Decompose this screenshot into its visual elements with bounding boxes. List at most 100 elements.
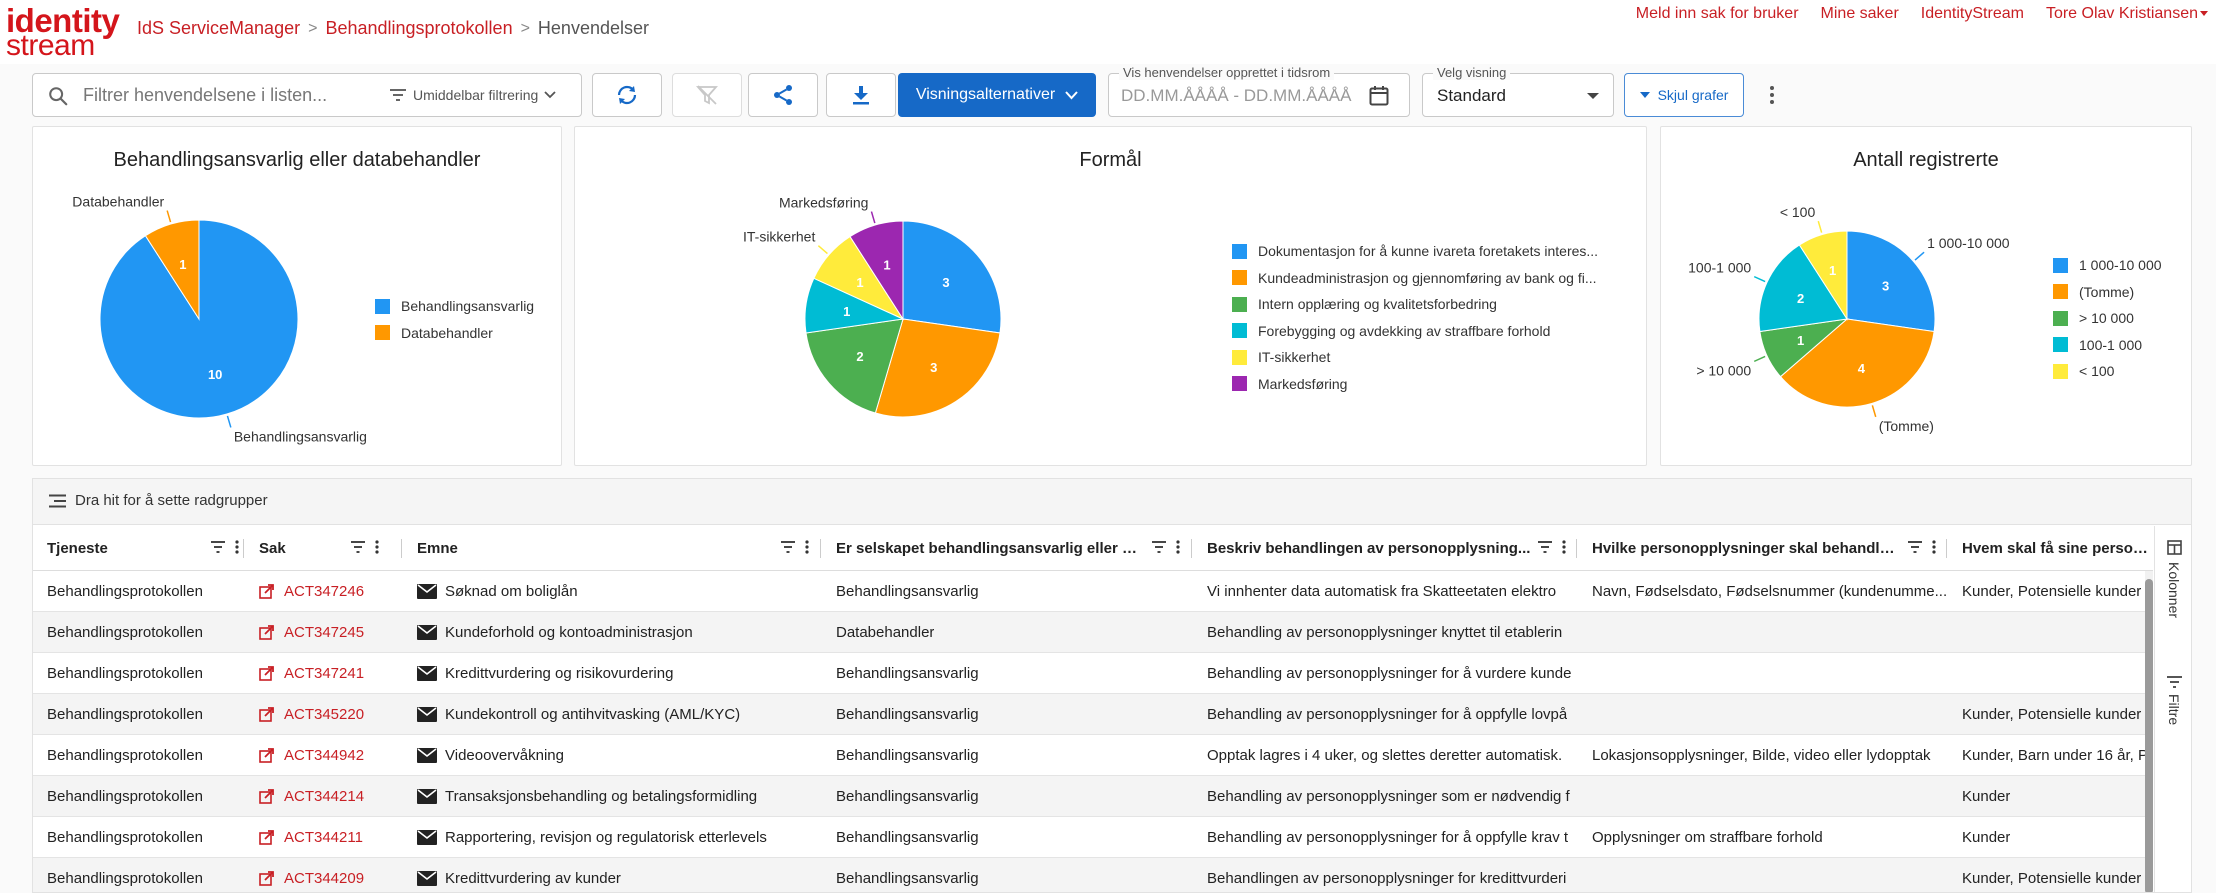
legend-item[interactable]: 100-1 000 — [2053, 332, 2162, 359]
pie-slice-1[interactable] — [874, 318, 1001, 418]
column-menu-icon[interactable] — [375, 540, 379, 554]
column-resize-handle[interactable] — [820, 539, 821, 558]
legend-label: Dokumentasjon for å kunne ivareta foreta… — [1258, 243, 1599, 260]
legend-item[interactable]: > 10 000 — [2053, 305, 2162, 332]
tab-filters[interactable]: Filtre — [2166, 694, 2182, 726]
pie-slice-5[interactable] — [849, 220, 904, 321]
column-resize-handle[interactable] — [243, 539, 244, 558]
column-header[interactable]: Emne — [403, 526, 822, 571]
column-menu-icon[interactable] — [235, 540, 239, 554]
download-button[interactable] — [826, 73, 896, 117]
column-header[interactable]: Er selskapet behandlingsansvarlig eller … — [822, 526, 1193, 571]
table-row[interactable]: Behandlingsprotokollen ACT344942 Videoover… — [33, 735, 2153, 776]
open-external-icon[interactable] — [259, 624, 274, 640]
pie-slice-3[interactable] — [1758, 244, 1848, 333]
table-row[interactable]: Behandlingsprotokollen ACT344209 Kredittvu… — [33, 858, 2153, 892]
table-row[interactable]: Behandlingsprotokollen ACT345220 Kundekont… — [33, 694, 2153, 735]
table-row[interactable]: Behandlingsprotokollen ACT344211 Rapporter… — [33, 817, 2153, 858]
cell-case-id[interactable]: ACT344209 — [245, 858, 403, 892]
legend-item[interactable]: Behandlingsansvarlig — [375, 293, 534, 320]
column-filter-icon[interactable] — [351, 541, 365, 553]
legend-item[interactable]: Markedsføring — [1232, 371, 1598, 398]
link-identitystream[interactable]: IdentityStream — [1920, 5, 2024, 22]
column-resize-handle[interactable] — [1576, 539, 1577, 558]
identitystream-logo[interactable]: identity stream — [6, 4, 120, 61]
open-external-icon[interactable] — [259, 706, 274, 722]
pie-slice-1[interactable] — [144, 219, 200, 321]
legend-item[interactable]: Intern opplæring og kvalitetsforbedring — [1232, 291, 1598, 318]
column-menu-icon[interactable] — [1932, 540, 1936, 554]
view-select[interactable]: Velg visning Standard — [1422, 65, 1614, 117]
pie-slice-4[interactable] — [1798, 230, 1848, 321]
column-resize-handle[interactable] — [1191, 539, 1192, 558]
tab-columns[interactable]: Kolonner — [2166, 562, 2182, 619]
column-menu-icon[interactable] — [805, 540, 809, 554]
cell-case-id[interactable]: ACT347241 — [245, 653, 403, 693]
column-filter-icon[interactable] — [1538, 541, 1552, 553]
cell-text: Behandling av personopplysninger for å v… — [1207, 664, 1572, 682]
link-my-cases[interactable]: Mine saker — [1820, 5, 1899, 22]
legend-item[interactable]: < 100 — [2053, 358, 2162, 385]
open-external-icon[interactable] — [259, 829, 274, 845]
breadcrumb-servicemanager[interactable]: IdS ServiceManager — [137, 18, 301, 38]
pie-slice-0[interactable] — [1846, 230, 1936, 333]
legend-item[interactable]: Kundeadministrasjon og gjennomføring av … — [1232, 265, 1598, 292]
open-external-icon[interactable] — [259, 583, 274, 599]
view-options-button[interactable]: Visningsalternativer — [898, 73, 1096, 117]
cell-service: Behandlingsprotokollen — [33, 776, 245, 816]
cell-role: Behandlingsansvarlig — [822, 858, 1193, 892]
column-filter-icon[interactable] — [211, 541, 225, 553]
pie-slice-0[interactable] — [902, 220, 1002, 334]
column-resize-handle[interactable] — [1946, 539, 1947, 558]
legend-item[interactable]: 1 000-10 000 — [2053, 252, 2162, 279]
breadcrumb-behandlingsprotokollen[interactable]: Behandlingsprotokollen — [325, 18, 513, 38]
column-header[interactable]: Hvilke personopplysninger skal behandles… — [1578, 526, 1948, 571]
column-header[interactable]: Hvem skal få sine personopp — [1948, 526, 2153, 571]
cell-case-id[interactable]: ACT344942 — [245, 735, 403, 775]
cell-case-id[interactable]: ACT345220 — [245, 694, 403, 734]
scrollbar-thumb[interactable] — [2145, 579, 2153, 892]
legend-item[interactable]: Dokumentasjon for å kunne ivareta foreta… — [1232, 238, 1598, 265]
column-filter-icon[interactable] — [781, 541, 795, 553]
user-menu[interactable]: Tore Olav Kristiansen — [2046, 5, 2208, 23]
legend-item[interactable]: Forebygging og avdekking av straffbare f… — [1232, 318, 1598, 345]
column-filter-icon[interactable] — [1152, 541, 1166, 553]
slice-outer-label: (Tomme) — [1879, 418, 1934, 434]
share-button[interactable] — [748, 73, 818, 117]
search-input[interactable]: Filtrer henvendelsene i listen... Umidde… — [32, 73, 582, 117]
column-menu-icon[interactable] — [1562, 540, 1566, 554]
open-external-icon[interactable] — [259, 870, 274, 886]
column-filter-icon[interactable] — [1908, 541, 1922, 553]
legend-item[interactable]: IT-sikkerhet — [1232, 344, 1598, 371]
cell-case-id[interactable]: ACT347246 — [245, 571, 403, 611]
row-group-icon — [49, 494, 66, 508]
cell-case-id[interactable]: ACT347245 — [245, 612, 403, 652]
legend-item[interactable]: (Tomme) — [2053, 279, 2162, 306]
pie-slice-1[interactable] — [1779, 318, 1935, 408]
column-menu-icon[interactable] — [1176, 540, 1180, 554]
column-header[interactable]: Sak — [245, 526, 403, 571]
table-row[interactable]: Behandlingsprotokollen ACT344214 Transaksj… — [33, 776, 2153, 817]
date-range-field[interactable]: Vis henvendelser opprettet i tidsrom DD.… — [1108, 65, 1410, 117]
refresh-button[interactable] — [592, 73, 662, 117]
table-row[interactable]: Behandlingsprotokollen ACT347246 Søknad om… — [33, 571, 2153, 612]
more-options-icon[interactable] — [1762, 82, 1782, 108]
filter-mode-dropdown[interactable]: Umiddelbar filtrering — [389, 87, 556, 103]
column-header[interactable]: Beskriv behandlingen av personopplysning… — [1193, 526, 1578, 571]
legend-item[interactable]: Databehandler — [375, 320, 534, 347]
cell-case-id[interactable]: ACT344211 — [245, 817, 403, 857]
open-external-icon[interactable] — [259, 665, 274, 681]
link-report-case-for-user[interactable]: Meld inn sak for bruker — [1635, 5, 1799, 22]
clear-filters-button[interactable] — [672, 73, 742, 117]
column-resize-handle[interactable] — [401, 539, 402, 558]
open-external-icon[interactable] — [259, 788, 274, 804]
pie-slice-2[interactable] — [805, 318, 904, 414]
cell-personal-data: Lokasjonsopplysninger, Bilde, video elle… — [1578, 735, 1948, 775]
calendar-icon[interactable] — [1369, 85, 1389, 107]
table-row[interactable]: Behandlingsprotokollen ACT347245 Kundeforh… — [33, 612, 2153, 653]
cell-case-id[interactable]: ACT344214 — [245, 776, 403, 816]
open-external-icon[interactable] — [259, 747, 274, 763]
hide-charts-button[interactable]: Skjul grafer — [1624, 73, 1744, 117]
table-row[interactable]: Behandlingsprotokollen ACT347241 Kredittvu… — [33, 653, 2153, 694]
row-group-drop-zone[interactable]: Dra hit for å sette radgrupper — [33, 479, 2191, 525]
